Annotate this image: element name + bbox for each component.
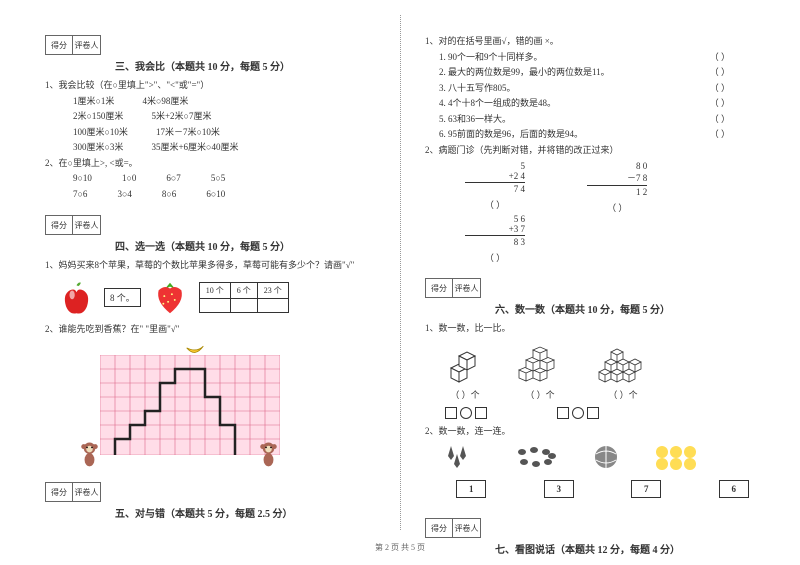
section-3-title: 三、我会比（本题共 10 分，每题 5 分） [115,58,380,73]
option-table: 10 个6 个23 个 [199,282,289,313]
s5-item: 5. 63和36一样大。（ ） [425,113,760,127]
left-column: 得分 评卷人 三、我会比（本题共 10 分，每题 5 分） 1、我会比较（在○里… [0,0,400,565]
cube-group: （ ）个 [595,342,651,401]
math-problem: 5 +2 4 7 4 （ ） [465,161,525,211]
score-label: 得分 [45,35,73,55]
count-box: 1 [456,480,486,498]
shape-slot [445,407,487,419]
section-4-title: 四、选一选（本题共 10 分，每题 5 分） [115,238,380,253]
s3-q1-stem: 1、我会比较（在○里填上">"、"<"或"="） [45,79,380,93]
rocket-icon [445,444,479,470]
score-box-7: 得分 评卷人 [425,518,760,538]
cube-group: （ ）个 [515,342,565,401]
s4-q2: 2、谁能先吃到香蕉？在" "里画"√" [45,323,380,337]
cubes-row: （ ）个 （ ）个 （ ）个 [425,342,760,401]
apple-icon [59,280,94,315]
right-column: 1、对的在括号里画√，错的画 ×。 1. 90个一和9个十同样多。（ ） 2. … [400,0,800,565]
score-box-3: 得分 评卷人 [45,35,380,55]
score-box-4: 得分 评卷人 [45,215,380,235]
monkey-right-icon [256,440,281,468]
ball-icon [593,444,619,470]
s6-q1: 1、数一数，比一比。 [425,322,760,336]
shapes-row [425,407,760,419]
square-icon [475,407,487,419]
circle-icon [572,407,584,419]
section-6-title: 六、数一数（本题共 10 分，每题 5 分） [495,301,760,316]
s5-q2-stem: 2、病题门诊（先判断对错，并将错的改正过来） [425,144,760,158]
circle-icon [460,407,472,419]
count-box: 7 [631,480,661,498]
s3-q1-row: 1厘米○1米4米○98厘米 [45,95,380,109]
monkey-left-icon [77,440,102,468]
bugs-icon [514,444,558,470]
s5-item: 3. 八十五写作805。（ ） [425,82,760,96]
count-box: 6 [719,480,749,498]
s3-q1-row: 2米○150厘米5米+2米○7厘米 [45,110,380,124]
smileys-icon [654,444,704,470]
s5-item: 1. 90个一和9个十同样多。（ ） [425,51,760,65]
count-icons-row [425,444,760,470]
monkey-grid [75,340,305,470]
math-problem: 8 0 －7 8 1 2 （ ） [587,161,647,214]
strawberry-icon [151,279,189,317]
s3-q2-stem: 2、在○里填上>, <或=。 [45,157,380,171]
s3-q2-row: 7○63○48○66○10 [45,188,380,202]
count-box: 3 [544,480,574,498]
shape-slot [557,407,599,419]
score-box-5: 得分 评卷人 [45,482,380,502]
count-boxes-row: 1 3 7 6 [425,476,760,498]
s5-item: 2. 最大的两位数是99，最小的两位数是11。（ ） [425,66,760,80]
square-icon [557,407,569,419]
score-box-6: 得分 评卷人 [425,278,760,298]
cubes-icon [445,346,485,386]
cube-group: （ ）个 [445,346,485,401]
grid-background [100,355,280,455]
square-icon [445,407,457,419]
grader-label: 评卷人 [73,35,101,55]
s6-q2: 2、数一数，连一连。 [425,425,760,439]
section-5-title: 五、对与错（本题共 5 分，每题 2.5 分） [115,505,380,520]
cubes-icon [515,342,565,386]
cubes-icon [595,342,651,386]
s3-q2-row: 9○101○06○75○5 [45,172,380,186]
fruit-row: 8 个。 10 个6 个23 个 [45,279,380,317]
s4-q1: 1、妈妈买来8个苹果，草莓的个数比苹果多得多，草莓可能有多少个？请画"√" [45,259,380,273]
s5-item: 4. 4个十8个一组成的数是48。（ ） [425,97,760,111]
math-problems: 5 +2 4 7 4 （ ） 8 0 －7 8 1 2 （ ） 5 6 +3 7… [425,161,760,264]
s5-q1-stem: 1、对的在括号里画√，错的画 ×。 [425,35,760,49]
s3-q1-row: 300厘米○3米35厘米+6厘米○40厘米 [45,141,380,155]
apple-count-box: 8 个。 [104,288,141,307]
s3-q1-row: 100厘米○10米17米－7米○10米 [45,126,380,140]
square-icon [587,407,599,419]
math-problem: 5 6 +3 7 8 3 （ ） [465,214,525,264]
s5-item: 6. 95前面的数是96，后面的数是94。（ ） [425,128,760,142]
page-footer: 第 2 页 共 5 页 [0,542,800,553]
